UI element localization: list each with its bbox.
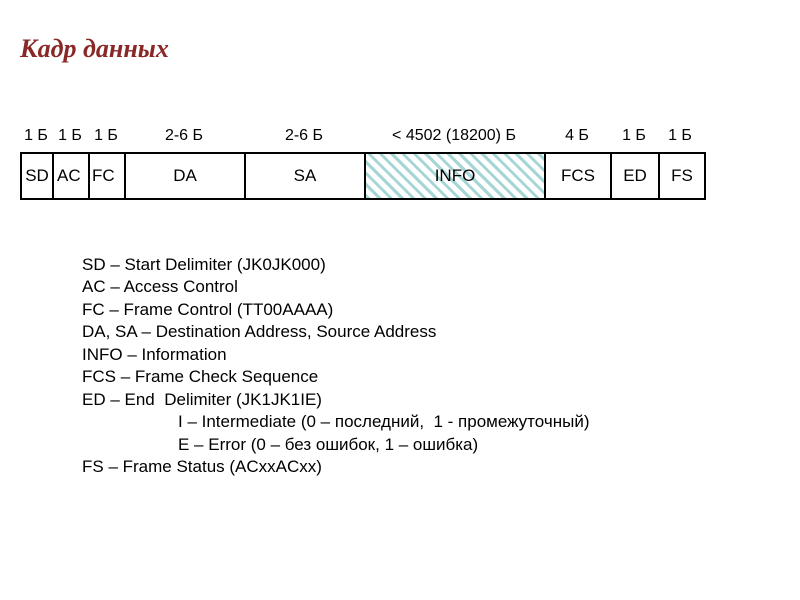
size-ac: 1 Б xyxy=(52,127,88,145)
size-da: 2-6 Б xyxy=(124,127,244,145)
field-descriptions: SD – Start Delimiter (JK0JK000) AC – Acc… xyxy=(82,254,589,478)
size-fcs: 4 Б xyxy=(544,127,610,145)
frame-structure: SD AC FC DA SA INFO FCS ED FS xyxy=(20,152,706,200)
desc-ed-e: E – Error (0 – без ошибок, 1 – ошибка) xyxy=(82,434,589,456)
field-ed: ED xyxy=(612,154,660,198)
slide: Кадр данных 1 Б 1 Б 1 Б 2-6 Б 2-6 Б < 45… xyxy=(0,0,800,600)
size-ed: 1 Б xyxy=(610,127,658,145)
desc-info: INFO – Information xyxy=(82,344,589,366)
desc-ed: ED – End Delimiter (JK1JK1IE) xyxy=(82,389,589,411)
size-fc: 1 Б xyxy=(88,127,124,145)
size-fs: 1 Б xyxy=(658,127,702,145)
desc-fs: FS – Frame Status (ACxxACxx) xyxy=(82,456,589,478)
desc-ed-i: I – Intermediate (0 – последний, 1 - про… xyxy=(82,411,589,433)
desc-sd: SD – Start Delimiter (JK0JK000) xyxy=(82,254,589,276)
page-title: Кадр данных xyxy=(20,34,780,64)
desc-fc: FC – Frame Control (TT00AAAA) xyxy=(82,299,589,321)
field-fc: FC xyxy=(90,154,126,198)
field-sa: SA xyxy=(246,154,366,198)
field-fs: FS xyxy=(660,154,704,198)
desc-ac: AC – Access Control xyxy=(82,276,589,298)
field-fcs: FCS xyxy=(546,154,612,198)
field-da: DA xyxy=(126,154,246,198)
desc-dasa: DA, SA – Destination Address, Source Add… xyxy=(82,321,589,343)
size-sd: 1 Б xyxy=(20,127,52,145)
field-info: INFO xyxy=(366,154,546,198)
desc-fcs: FCS – Frame Check Sequence xyxy=(82,366,589,388)
size-info: < 4502 (18200) Б xyxy=(364,127,544,145)
field-sd: SD xyxy=(22,154,54,198)
field-ac: AC xyxy=(54,154,90,198)
field-sizes-row: 1 Б 1 Б 1 Б 2-6 Б 2-6 Б < 4502 (18200) Б… xyxy=(20,124,702,148)
size-sa: 2-6 Б xyxy=(244,127,364,145)
